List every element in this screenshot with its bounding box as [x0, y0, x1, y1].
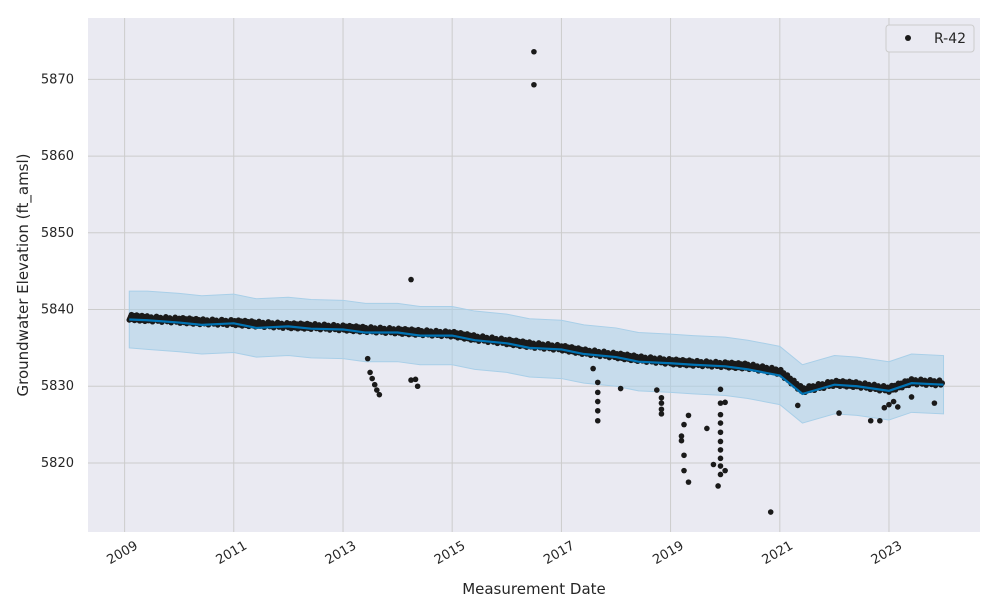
plot-area	[88, 18, 980, 532]
data-point	[658, 411, 665, 417]
x-tick-label: 2009	[104, 538, 140, 568]
data-point	[685, 479, 692, 485]
data-point	[908, 394, 915, 400]
data-point	[717, 471, 724, 478]
legend: R-42	[885, 24, 975, 53]
data-point	[408, 377, 414, 383]
data-point	[717, 400, 724, 406]
data-point	[658, 394, 665, 401]
data-point	[715, 483, 721, 489]
data-point	[594, 389, 601, 396]
data-point	[654, 387, 660, 393]
y-tick-label: 5830	[41, 379, 74, 394]
data-point	[717, 411, 724, 418]
y-tick-label: 5840	[41, 303, 74, 318]
data-point	[704, 425, 710, 432]
x-tick-label: 2011	[214, 538, 250, 568]
data-point	[408, 276, 414, 283]
data-point	[717, 386, 724, 393]
y-axis-label: Groundwater Elevation (ft_amsl)	[14, 153, 33, 396]
data-point	[722, 399, 728, 406]
data-point	[594, 417, 601, 424]
legend-marker	[905, 35, 911, 41]
data-point	[371, 381, 378, 388]
x-tick-label: 2017	[541, 538, 577, 568]
data-point	[881, 404, 888, 411]
x-tick-label: 2013	[323, 538, 359, 568]
y-tick-label: 5850	[41, 226, 74, 241]
data-point	[717, 429, 724, 436]
data-point	[681, 467, 687, 474]
data-point	[594, 407, 601, 414]
data-point	[877, 417, 883, 424]
y-tick-label: 5870	[41, 72, 74, 87]
data-point	[836, 410, 842, 416]
data-point	[717, 455, 724, 462]
x-axis-label: Measurement Date	[462, 580, 606, 598]
data-point	[367, 369, 373, 376]
data-point	[894, 404, 901, 410]
data-point	[794, 402, 801, 409]
data-point	[886, 401, 892, 408]
x-tick-label: 2023	[869, 538, 905, 568]
data-point	[710, 461, 717, 468]
data-point	[376, 391, 383, 398]
data-point	[681, 452, 687, 459]
forecast-line-path	[129, 318, 944, 396]
data-point	[717, 447, 724, 453]
data-point	[717, 438, 724, 445]
y-tick-label: 5820	[41, 456, 74, 471]
data-point	[531, 81, 537, 88]
legend-label: R-42	[934, 31, 966, 47]
data-point	[594, 379, 601, 386]
data-point	[678, 437, 685, 444]
data-point	[681, 421, 687, 428]
data-point	[685, 412, 692, 419]
data-point	[658, 400, 665, 406]
data-point	[412, 376, 419, 383]
legend-box	[885, 24, 975, 53]
data-point	[590, 365, 596, 372]
data-point	[931, 400, 938, 406]
data-point	[867, 417, 874, 424]
data-point	[531, 48, 537, 55]
y-tick-label: 5860	[41, 149, 74, 164]
data-point	[767, 509, 774, 515]
x-tick-label: 2019	[650, 538, 686, 568]
data-point	[658, 406, 665, 413]
data-point	[890, 398, 897, 405]
x-tick-label: 2015	[432, 538, 468, 568]
forecast-line	[129, 318, 944, 396]
data-point	[717, 420, 724, 426]
data-point	[594, 398, 601, 405]
data-point	[374, 387, 380, 393]
data-point	[364, 355, 371, 362]
data-point	[678, 433, 685, 439]
data-point	[414, 383, 421, 390]
data-point	[369, 375, 375, 382]
data-point	[717, 463, 724, 469]
x-tick-label: 2021	[760, 538, 796, 568]
data-point	[617, 385, 624, 392]
data-point	[722, 467, 728, 474]
